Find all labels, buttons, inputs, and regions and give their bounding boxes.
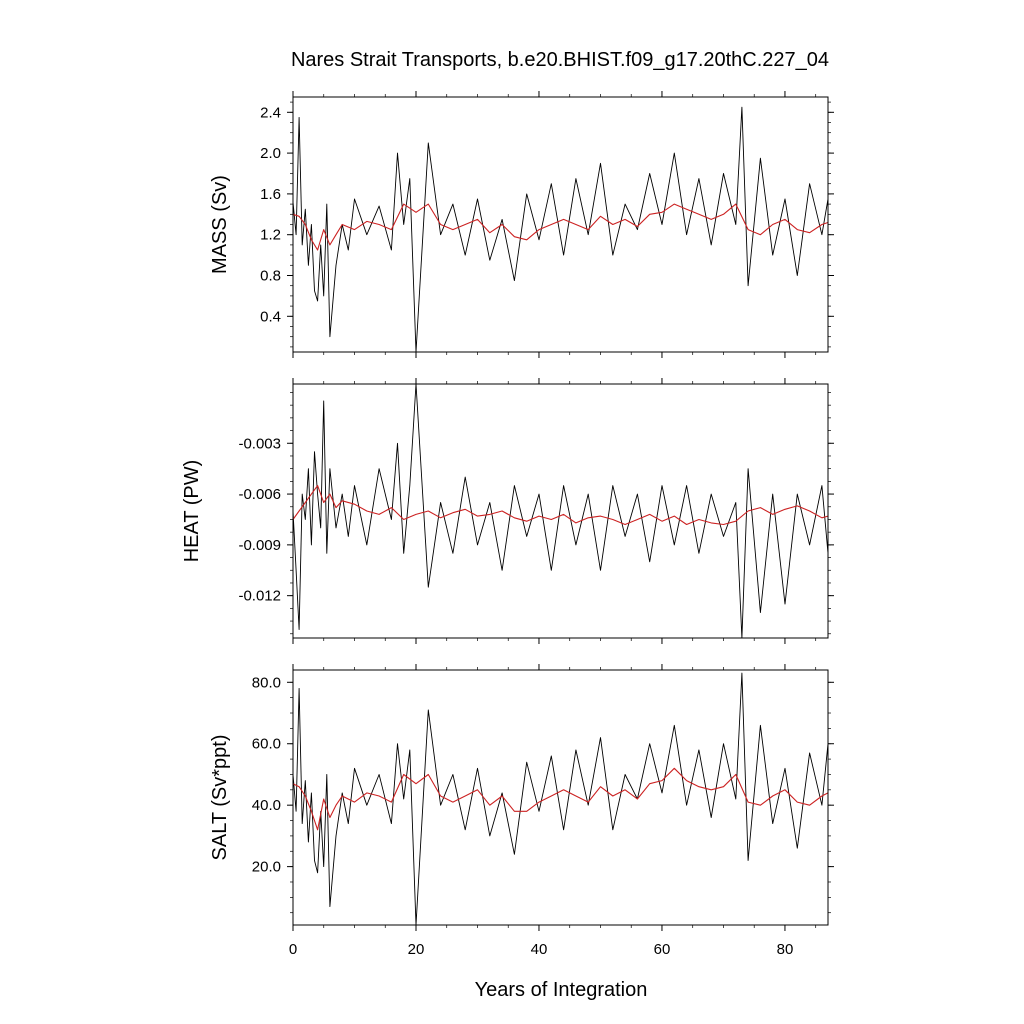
y-axis-label: HEAT (PW) [181,460,203,563]
y-tick-label: 40.0 [252,797,281,814]
y-tick-label: 1.2 [260,227,281,244]
y-tick-label: 2.4 [260,104,281,121]
panel-1: 0.4 0.8 1.2 1.6 2.0 2.4 MASS (Sv) [209,91,834,358]
plot-frame [292,96,829,353]
y-tick-label: -0.006 [238,486,281,503]
x-tick-label: 20 [408,941,425,958]
x-tick-label: 40 [531,941,548,958]
y-tick-label: 80.0 [252,674,281,691]
y-tick-label: 2.0 [260,145,281,162]
panel-2: -0.012 -0.009 -0.006 -0.003 HEAT (PW) [181,378,834,644]
plot-frame [292,383,829,639]
x-axis-label: Years of Integration [475,979,648,1001]
smoothed-series-line [292,485,829,526]
y-tick-label: -0.003 [238,435,281,452]
x-tick-label: 0 [289,941,297,958]
plot-frame [292,669,829,926]
x-tick-label: 60 [654,941,671,958]
raw-series-line [292,672,829,926]
y-tick-label: -0.012 [238,588,281,605]
smoothed-series-line [292,767,829,831]
y-tick-label: 0.4 [260,308,281,325]
y-axis-label: SALT (Sv*ppt) [209,735,231,861]
y-axis-label: MASS (Sv) [209,175,231,274]
y-tick-label: -0.009 [238,537,281,554]
smoothed-series-line [292,203,829,251]
y-tick-label: 20.0 [252,859,281,876]
x-tick-label: 80 [777,941,794,958]
raw-series-line [292,106,829,353]
y-tick-label: 0.8 [260,268,281,285]
y-tick-label: 60.0 [252,736,281,753]
chart-title: Nares Strait Transports, b.e20.BHIST.f09… [291,49,829,71]
panel-3: 20.0 40.0 60.0 80.0 0 20 40 60 80 SALT (Sv*ppt) [209,664,834,958]
raw-series-line [292,383,829,639]
y-tick-label: 1.6 [260,186,281,203]
